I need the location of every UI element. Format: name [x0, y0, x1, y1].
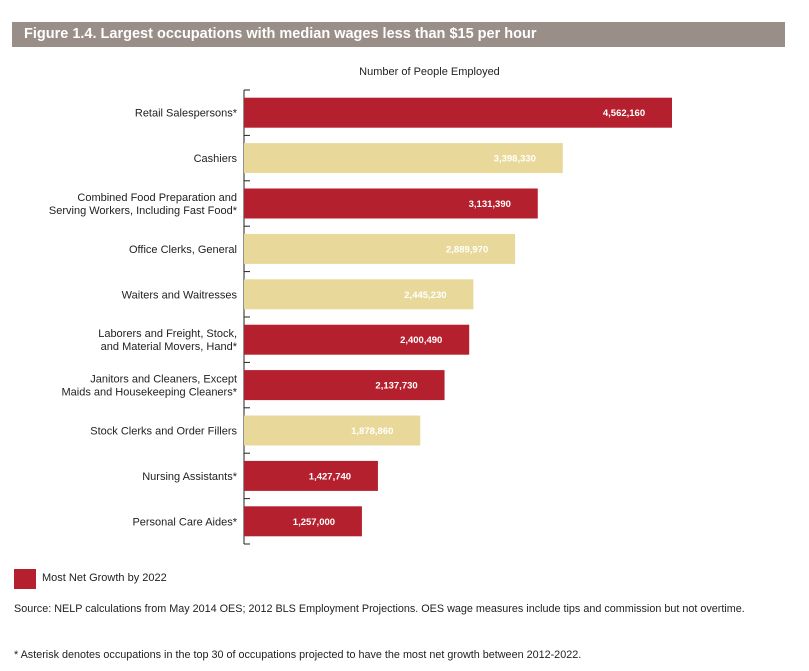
category-label: Laborers and Freight, Stock, and Material… — [98, 328, 238, 353]
source-note: Source: NELP calculations from May 2014 … — [14, 603, 745, 615]
bar — [244, 460, 378, 491]
bar — [244, 279, 474, 310]
figure-title-bar: Figure 1.4. Largest occupations with med… — [12, 22, 785, 47]
bar — [244, 233, 516, 264]
bar-value-label: 2,400,490 — [400, 335, 442, 346]
category-label: Retail Salespersons* — [135, 108, 238, 120]
legend-swatch-growth — [14, 569, 36, 589]
bar — [244, 143, 563, 174]
category-label: Office Clerks, General — [129, 244, 237, 256]
category-label: Waiters and Waitresses — [122, 289, 238, 301]
bar — [244, 324, 470, 355]
bar — [244, 97, 672, 128]
category-label: Personal Care Aides* — [132, 516, 237, 528]
bar-value-label: 1,257,000 — [293, 517, 335, 528]
bar-value-label: 3,398,330 — [494, 154, 536, 165]
category-label: Janitors and Cleaners, Except Maids and H… — [62, 374, 238, 399]
bar — [244, 415, 421, 446]
bar — [244, 370, 445, 401]
bar-value-label: 2,137,730 — [375, 381, 417, 392]
bar-value-label: 4,562,160 — [603, 108, 645, 119]
category-label: Stock Clerks and Order Fillers — [90, 426, 237, 438]
bar — [244, 188, 538, 219]
bar-value-label: 1,878,860 — [351, 426, 393, 437]
bar-value-label: 2,445,230 — [404, 290, 446, 301]
category-label: Cashiers — [194, 153, 238, 165]
footnote: * Asterisk denotes occupations in the to… — [14, 649, 582, 661]
bar-value-label: 3,131,390 — [469, 199, 511, 210]
bar — [244, 506, 362, 537]
category-label: Nursing Assistants* — [142, 471, 237, 483]
bar-chart: 4,562,160 Retail Salespersons* 3,398,330 Ca… — [49, 89, 672, 545]
legend-label-growth: Most Net Growth by 2022 — [42, 572, 167, 584]
category-label: Combined Food Preparation and Serving Wor… — [49, 192, 238, 217]
bar-value-label: 2,889,970 — [446, 244, 488, 255]
bar-value-label: 1,427,740 — [309, 471, 351, 482]
x-axis-label: Number of People Employed — [359, 66, 500, 78]
figure-title: Figure 1.4. Largest occupations with med… — [24, 26, 537, 42]
